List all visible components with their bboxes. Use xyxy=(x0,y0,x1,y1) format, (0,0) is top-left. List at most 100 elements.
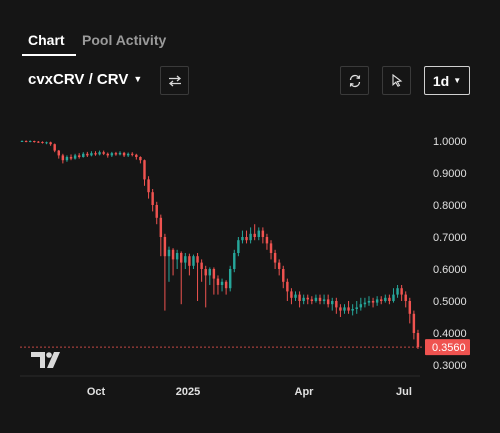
candle-body xyxy=(237,240,240,253)
active-tab-underline xyxy=(22,54,76,56)
tradingview-logo xyxy=(31,352,60,368)
pair-selector[interactable]: cvxCRV / CRV ▼ xyxy=(28,71,142,88)
candle-body xyxy=(41,141,44,143)
candle-body xyxy=(233,253,236,269)
cursor-icon xyxy=(391,74,402,87)
pair-label: cvxCRV / CRV xyxy=(28,71,129,88)
price-axis: 1.0000 0.9000 0.8000 0.7000 0.6000 0.5000 0.40… xyxy=(425,136,470,372)
candle-body xyxy=(20,141,24,142)
candle-body xyxy=(175,253,179,260)
candle-body xyxy=(241,237,244,241)
candle-body xyxy=(184,256,187,263)
caret-down-icon: ▼ xyxy=(133,74,143,84)
candle-body xyxy=(355,307,358,309)
interval-selector[interactable]: 1d ▼ xyxy=(424,66,470,95)
candle-body xyxy=(367,301,371,303)
last-price-label: 0.3560 xyxy=(432,342,466,354)
tab-chart[interactable]: Chart xyxy=(28,32,65,48)
candle-body xyxy=(282,269,285,282)
tab-pool-activity[interactable]: Pool Activity xyxy=(82,32,167,48)
candle-body xyxy=(126,153,130,156)
candle-body xyxy=(188,256,191,266)
candle-body xyxy=(224,281,228,289)
candle-body xyxy=(216,278,220,285)
candle-body xyxy=(384,297,387,301)
candles-group xyxy=(20,140,424,349)
candle-body xyxy=(61,155,65,161)
candle-body xyxy=(147,179,150,193)
candle-body xyxy=(253,233,256,237)
candle-body xyxy=(375,299,379,303)
candle-body xyxy=(200,262,203,269)
y-tick-label: 0.5000 xyxy=(433,296,467,308)
candle-body xyxy=(400,288,403,295)
refresh-icon xyxy=(349,74,360,87)
candle-body xyxy=(343,307,346,311)
candle-body xyxy=(347,307,350,311)
candle-body xyxy=(306,297,309,300)
candle-body xyxy=(212,269,216,279)
x-tick-label: 2025 xyxy=(176,386,200,398)
candle-body xyxy=(286,281,289,292)
candle-body xyxy=(82,153,85,157)
candle-body xyxy=(37,141,40,143)
y-tick-label: 0.7000 xyxy=(433,232,467,244)
swap-arrows-icon xyxy=(168,75,181,86)
candle-body xyxy=(412,313,416,333)
candle-body xyxy=(57,150,60,156)
candle-body xyxy=(143,160,146,180)
candle-body xyxy=(249,233,252,241)
y-tick-label: 0.8000 xyxy=(433,200,467,212)
candle-body xyxy=(122,152,126,156)
candle-body xyxy=(69,157,73,159)
time-axis: Oct 2025 Apr Jul xyxy=(20,375,420,398)
x-tick-label: Oct xyxy=(87,386,106,398)
candle-body xyxy=(131,153,134,155)
candle-body xyxy=(151,192,154,205)
cursor-mode-button[interactable] xyxy=(382,66,411,95)
candle-body xyxy=(326,299,330,305)
y-tick-label: 0.9000 xyxy=(433,168,467,180)
candle-body xyxy=(33,141,36,142)
candle-body xyxy=(351,309,354,311)
candle-body xyxy=(318,297,322,301)
candle-body xyxy=(180,253,183,263)
candle-body xyxy=(86,153,89,156)
candle-body xyxy=(322,299,326,301)
refresh-button[interactable] xyxy=(340,66,369,95)
candle-body xyxy=(139,157,142,161)
candle-body xyxy=(167,249,171,257)
candle-body xyxy=(171,249,175,260)
candle-body xyxy=(102,152,105,154)
candle-body xyxy=(257,230,260,237)
interval-label: 1d xyxy=(432,72,450,89)
candle-body xyxy=(335,301,338,308)
candle-body xyxy=(265,237,269,244)
candle-body xyxy=(159,217,163,237)
candle-body xyxy=(196,256,199,263)
candle-body xyxy=(388,297,391,301)
candle-body xyxy=(331,301,334,305)
candle-body xyxy=(310,299,314,301)
candle-body xyxy=(404,294,407,301)
candle-body xyxy=(220,281,224,285)
candle-body xyxy=(298,294,301,301)
candle-body xyxy=(24,141,28,142)
candle-body xyxy=(114,153,118,155)
candle-body xyxy=(314,297,318,301)
candle-body xyxy=(339,307,342,311)
candle-body xyxy=(110,153,114,156)
candle-body xyxy=(408,301,412,314)
candle-body xyxy=(363,302,367,305)
candle-body xyxy=(359,304,363,308)
candle-body xyxy=(53,144,56,151)
candle-body xyxy=(94,153,97,155)
candle-body xyxy=(294,294,297,298)
candle-body xyxy=(416,333,420,348)
y-tick-label: 0.3000 xyxy=(433,360,467,372)
y-tick-label: 0.4000 xyxy=(433,328,467,340)
swap-pair-button[interactable] xyxy=(160,66,189,95)
candle-body xyxy=(261,230,265,237)
